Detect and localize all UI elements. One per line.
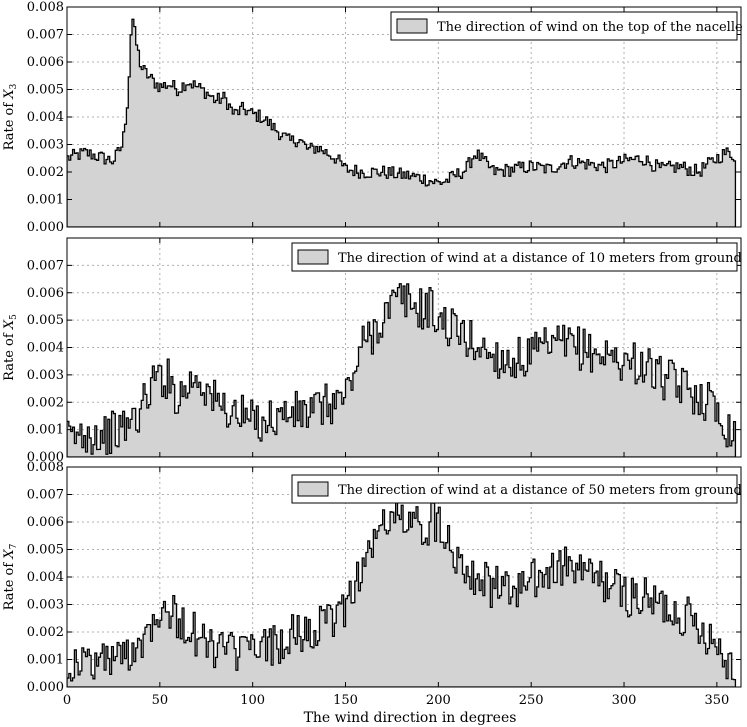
y-tick-label: 0.001	[27, 653, 64, 668]
histogram-series	[67, 496, 737, 687]
legend-swatch	[297, 481, 329, 497]
y-tick-label: 0.006	[27, 286, 64, 301]
chart-panels: 0.000 0.001 0.002 0.003 0.004 0.005 0.006 0.007…	[2, 0, 743, 708]
y-tick-label: 0.001	[27, 423, 64, 438]
y-tick-label: 0.007	[27, 28, 64, 43]
y-tick-label: 0.003	[27, 368, 64, 383]
y-tick-label: 0.007	[27, 258, 64, 273]
y-axis-label: Rate of X5	[2, 314, 19, 381]
y-axis-label-sub: 5	[9, 314, 19, 320]
y-tick-label: 0.007	[27, 488, 64, 503]
chart-panel-1: 0.000 0.001 0.002 0.003 0.004 0.005 0.006 0.007…	[2, 0, 743, 235]
x-tick-label: 300	[612, 693, 637, 708]
y-tick-label: 0.004	[27, 570, 64, 585]
legend-box	[390, 11, 738, 41]
y-axis-label-sub: 7	[9, 543, 19, 549]
y-tick-label: 0.006	[27, 55, 64, 70]
y-axis-label-var: X	[2, 549, 17, 560]
x-tick-label: 0	[63, 693, 71, 708]
x-tick-label: 50	[152, 693, 169, 708]
x-tick-label: 150	[333, 693, 358, 708]
legend-label: The direction of wind on the top of the …	[437, 20, 743, 35]
x-tick-label: 200	[426, 693, 451, 708]
y-axis-label: Rate of X7	[2, 543, 19, 610]
y-tick-label: 0.004	[27, 110, 64, 125]
y-tick-label: 0.006	[27, 515, 64, 530]
y-tick-label: 0.003	[27, 138, 64, 153]
legend-label: The direction of wind at a distance of 5…	[338, 483, 742, 498]
histogram-series	[67, 283, 737, 457]
y-tick-label: 0.001	[27, 193, 64, 208]
y-tick-label: 0.002	[27, 625, 64, 640]
y-tick-label: 0.008	[27, 460, 64, 475]
y-axis-label-prefix: Rate of	[2, 559, 17, 611]
y-axis-label-var: X	[2, 89, 17, 100]
legend-swatch	[297, 249, 329, 265]
x-tick-label: 100	[240, 693, 265, 708]
y-tick-label: 0.005	[27, 83, 64, 98]
y-tick-label: 0.003	[27, 598, 64, 613]
chart-panel-2: 0.000 0.001 0.002 0.003 0.004 0.005 0.006 0.007…	[2, 237, 742, 465]
y-tick-label: 0.000	[27, 450, 64, 465]
y-tick-label: 0.008	[27, 0, 64, 15]
histogram-series	[67, 18, 737, 227]
x-tick-label: 250	[519, 693, 544, 708]
y-tick-label: 0.002	[27, 395, 64, 410]
y-tick-label: 0.005	[27, 313, 64, 328]
y-tick-label: 0.000	[27, 220, 64, 235]
x-axis-label: The wind direction in degrees	[304, 710, 517, 726]
y-axis-label-sub: 3	[9, 83, 19, 89]
legend: The direction of wind at a distance of 5…	[291, 474, 742, 504]
y-axis-label: Rate of X3	[2, 83, 19, 150]
y-tick-label: 0.002	[27, 165, 64, 180]
legend: The direction of wind on the top of the …	[390, 11, 743, 41]
y-axis-label-var: X	[2, 319, 17, 330]
chart-panel-3: 0.000 0.001 0.002 0.003 0.004 0.005 0.006 0.007…	[2, 460, 742, 708]
legend-box	[291, 242, 738, 272]
y-tick-label: 0.005	[27, 543, 64, 558]
legend-swatch	[396, 18, 428, 34]
y-tick-label: 0.004	[27, 341, 64, 356]
y-axis-label-prefix: Rate of	[2, 329, 17, 381]
legend: The direction of wind at a distance of 1…	[291, 242, 742, 272]
x-tick-label: 350	[704, 693, 729, 708]
legend-box	[291, 474, 738, 504]
y-tick-label: 0.000	[27, 680, 64, 695]
legend-label: The direction of wind at a distance of 1…	[338, 251, 742, 266]
y-axis-label-prefix: Rate of	[2, 99, 17, 151]
